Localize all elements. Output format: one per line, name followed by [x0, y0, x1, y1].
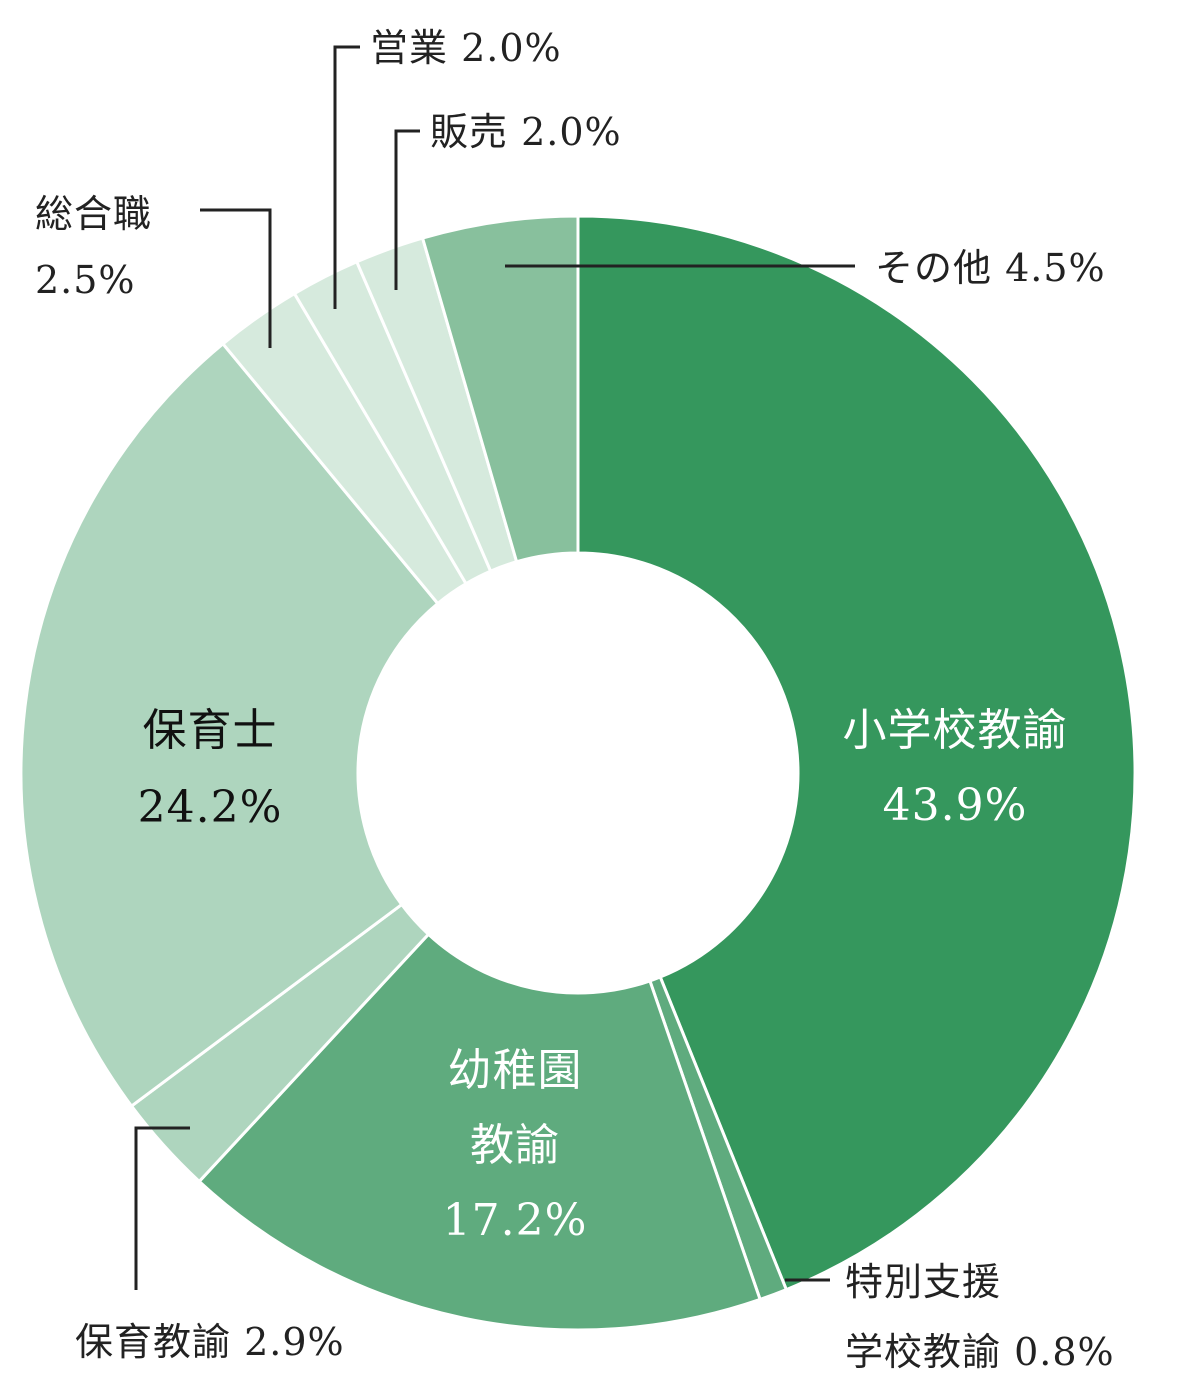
label-sogo-name: 総合職: [35, 192, 152, 236]
slice-2: [197, 932, 762, 1332]
slice-0: [576, 214, 1137, 1292]
label-yochien-line1: 幼稚園: [448, 1045, 583, 1096]
slice-8: [420, 214, 580, 564]
label-shogakko-name: 小学校教諭: [843, 705, 1068, 756]
slice-4: [19, 341, 440, 1109]
leader-line-sogo: [200, 208, 272, 348]
donut-slices: [19, 214, 1137, 1332]
leader-line-eigyo: [333, 45, 360, 309]
label-sonota: その他 4.5%: [875, 246, 1106, 290]
leader-lines: [134, 45, 855, 1290]
leader-line-hanbai: [394, 129, 420, 290]
label-hoikushi-name: 保育士: [143, 705, 278, 756]
label-tokubetsu-line2: 学校教諭 0.8%: [845, 1330, 1115, 1374]
label-yochien-value: 17.2%: [443, 1195, 588, 1246]
label-hanbai: 販売 2.0%: [430, 110, 622, 154]
label-hoikushi-value: 24.2%: [138, 782, 283, 833]
label-hoiku-kyoyu: 保育教諭 2.9%: [75, 1320, 345, 1364]
label-shogakko-value: 43.9%: [883, 780, 1028, 831]
leader-line-hoiku-kyoyu: [134, 1126, 190, 1290]
label-sogo-value: 2.5%: [35, 258, 136, 302]
label-yochien-line2: 教諭: [470, 1120, 560, 1171]
label-eigyo: 営業 2.0%: [370, 26, 562, 70]
label-tokubetsu-line1: 特別支援: [845, 1260, 1001, 1304]
